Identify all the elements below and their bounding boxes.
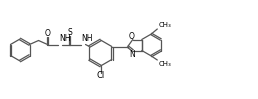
Text: N: N xyxy=(129,50,135,59)
Text: O: O xyxy=(45,29,51,38)
Text: NH: NH xyxy=(60,34,71,43)
Text: NH: NH xyxy=(82,33,93,42)
Text: O: O xyxy=(129,31,135,40)
Text: CH₃: CH₃ xyxy=(158,21,171,28)
Text: Cl: Cl xyxy=(96,71,105,80)
Text: CH₃: CH₃ xyxy=(158,61,171,68)
Text: S: S xyxy=(67,28,72,37)
